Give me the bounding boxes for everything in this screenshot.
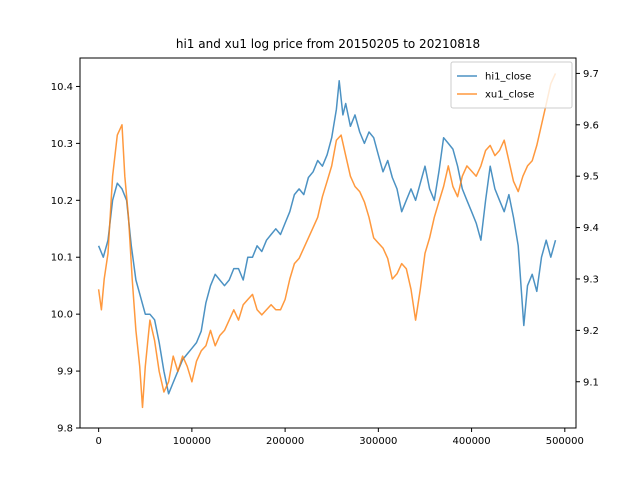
x-tick-label: 100000 — [173, 436, 211, 447]
y-right-tick-label: 9.5 — [583, 172, 599, 183]
y-left-tick-label: 10.0 — [51, 310, 73, 321]
chart-title: hi1 and xu1 log price from 20150205 to 2… — [176, 37, 480, 51]
y-left-tick-label: 9.9 — [57, 367, 73, 378]
y-right-tick-label: 9.4 — [583, 223, 599, 234]
y-left-tick-label: 10.1 — [51, 253, 73, 264]
x-tick-label: 0 — [95, 436, 101, 447]
y-axis-left: 9.8 9.9 10.0 10.1 10.2 10.3 10.4 — [51, 82, 80, 435]
legend-label: hi1_close — [485, 72, 531, 83]
y-left-tick-label: 10.2 — [51, 196, 73, 207]
x-tick-label: 300000 — [359, 436, 397, 447]
y-left-tick-label: 9.8 — [57, 424, 73, 435]
x-axis: 0 100000 200000 300000 400000 500000 — [95, 428, 584, 447]
series-line-xu1-close — [97, 73, 557, 409]
x-tick-label: 400000 — [452, 436, 490, 447]
y-right-tick-label: 9.7 — [583, 69, 599, 80]
y-axis-right: 9.1 9.2 9.3 9.4 9.5 9.6 9.7 — [576, 69, 599, 388]
y-left-tick-label: 10.3 — [51, 139, 73, 150]
y-right-tick-label: 9.2 — [583, 326, 599, 337]
y-right-tick-label: 9.1 — [583, 377, 599, 388]
series-line-hi1-close — [97, 80, 557, 395]
x-tick-label: 500000 — [546, 436, 584, 447]
y-left-tick-label: 10.4 — [51, 82, 73, 93]
legend-label: xu1_close — [485, 90, 534, 101]
legend-box — [450, 61, 573, 109]
y-right-tick-label: 9.3 — [583, 274, 599, 285]
y-right-tick-label: 9.6 — [583, 120, 599, 131]
plot-frame — [79, 57, 577, 429]
x-tick-label: 200000 — [266, 436, 304, 447]
legend: hi1_close xu1_close — [450, 61, 573, 109]
